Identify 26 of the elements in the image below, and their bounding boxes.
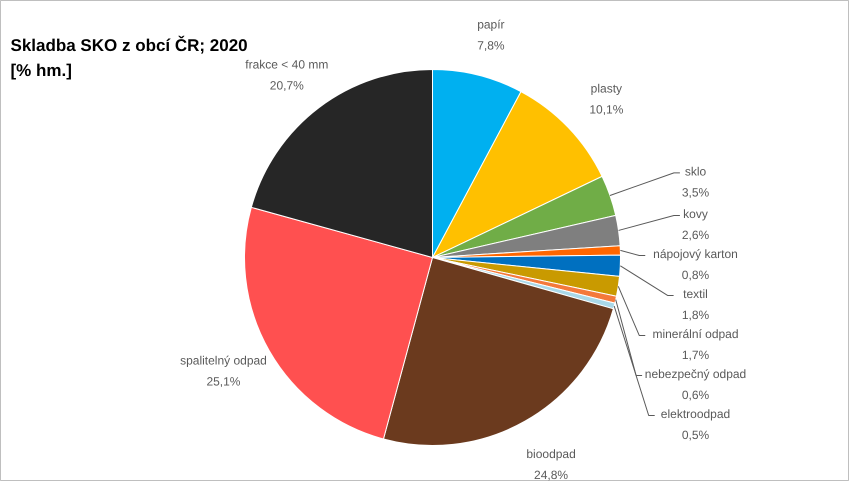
slice-label: elektroodpad [660, 406, 730, 421]
data-label: 0,6% [682, 388, 710, 402]
data-label: 25,1% [206, 374, 241, 389]
slice-label: bioodpad [526, 446, 576, 461]
data-label: 20,7% [270, 78, 304, 92]
slice-label: plasty [590, 81, 622, 96]
data-label: 7,8% [477, 38, 505, 52]
slice-label: nebezpečný odpad [644, 366, 746, 381]
text: [% hm.] [10, 61, 72, 80]
slice-label: kovy [683, 206, 708, 221]
data-label: 1,8% [682, 308, 710, 322]
slice-label: sklo [684, 164, 706, 178]
slice-label: minerální odpad [652, 326, 739, 341]
slice-label: papír [477, 17, 505, 32]
data-label: 24,8% [534, 468, 568, 481]
data-label: 10,1% [589, 102, 624, 116]
data-label: 3,5% [682, 185, 710, 200]
slice-label: textil [683, 286, 708, 301]
slice-label: spalitelný odpad [180, 354, 267, 368]
data-label: 2,6% [682, 228, 710, 242]
slice-label: nápojový karton [653, 246, 738, 261]
data-label: 1,7% [682, 348, 710, 362]
data-label: 0,8% [682, 268, 710, 282]
slice-label: frakce < 40 mm [245, 57, 328, 72]
data-label: 0,5% [682, 428, 710, 442]
text: Skladba SKO z obcí ČR; 2020 [10, 35, 248, 55]
